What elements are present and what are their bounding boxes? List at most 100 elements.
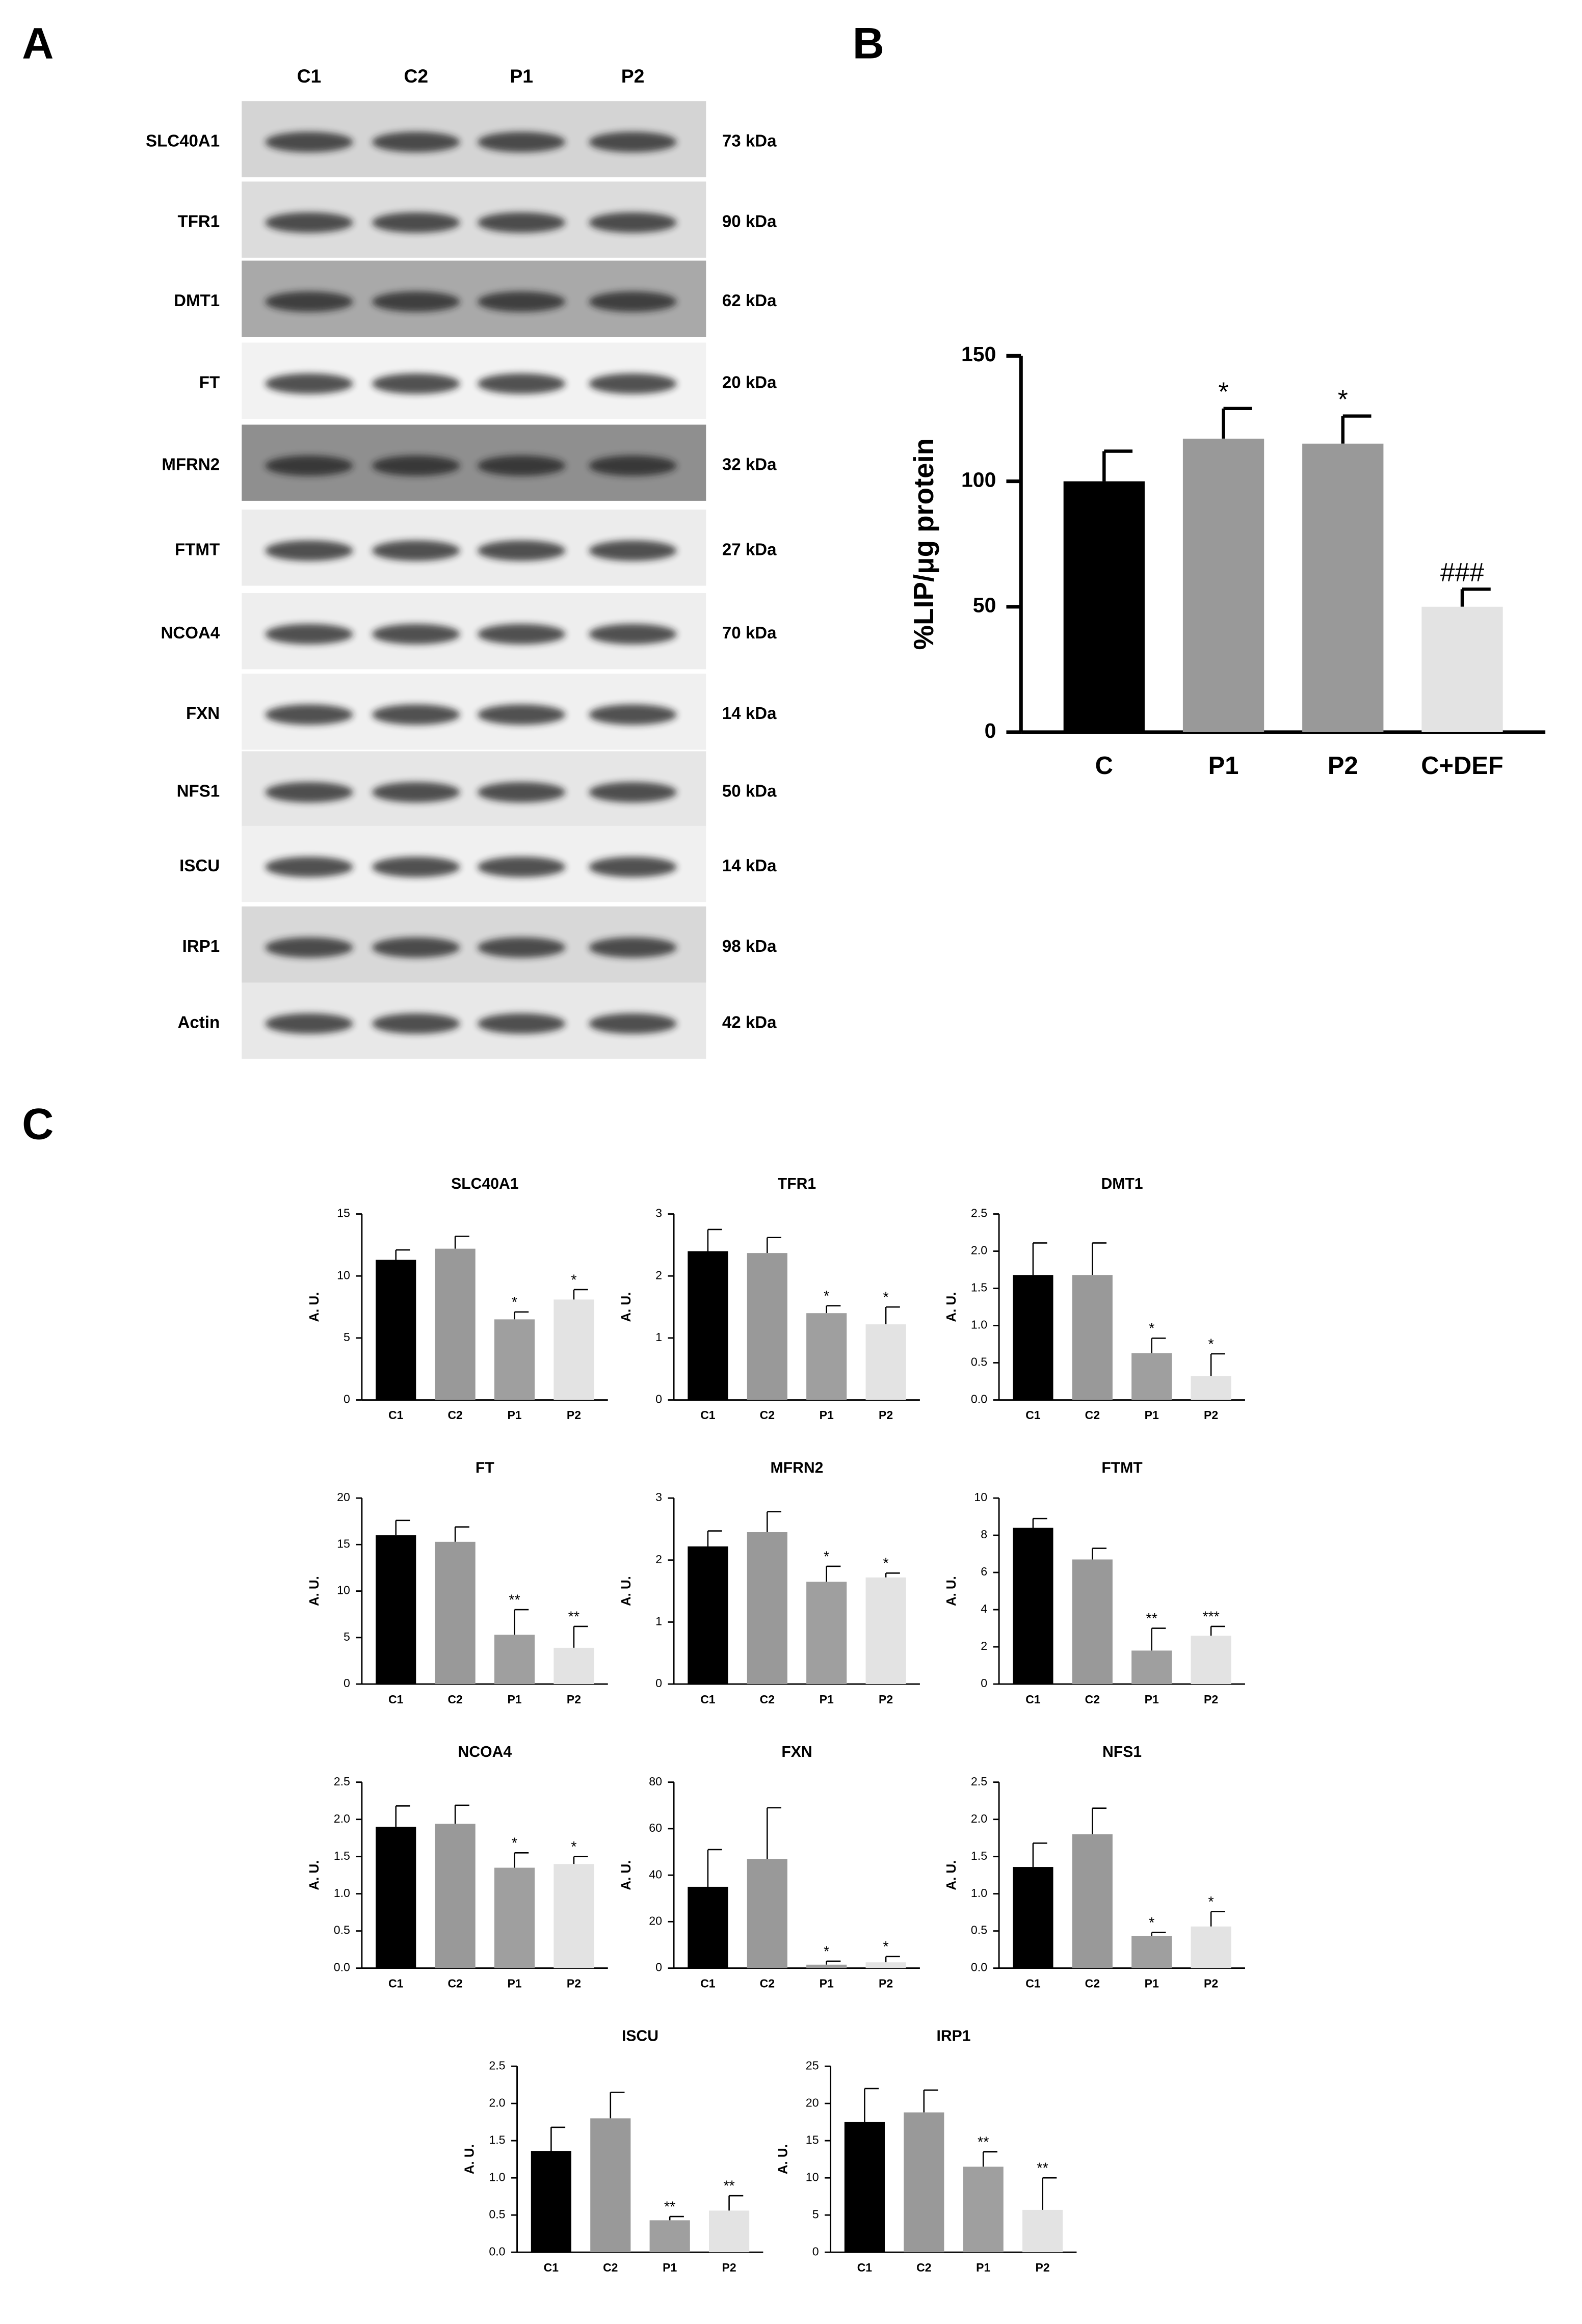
lane-label: P2 <box>621 65 645 87</box>
y-tick-label: 3 <box>655 1490 662 1504</box>
y-tick-label: 100 <box>961 468 996 491</box>
x-tick-label: C1 <box>1025 1976 1041 1990</box>
blot-band <box>265 131 353 152</box>
y-axis-label: A. U. <box>619 1860 634 1890</box>
annotation: * <box>883 1939 888 1955</box>
bar <box>844 2122 885 2253</box>
y-tick-label: 8 <box>981 1528 987 1541</box>
bar <box>1191 1376 1231 1400</box>
y-tick-label: 5 <box>812 2207 819 2221</box>
x-tick-label: P1 <box>1145 1693 1159 1706</box>
bar <box>494 1319 535 1400</box>
x-tick-label: C <box>1095 752 1113 780</box>
bar <box>806 1582 847 1685</box>
panel-label: B <box>853 19 884 68</box>
blot-band <box>589 291 677 312</box>
y-tick-label: 4 <box>981 1602 987 1615</box>
blot-band <box>265 373 353 394</box>
bar <box>747 1859 787 1968</box>
x-tick-label: C1 <box>700 1408 716 1422</box>
annotation: *** <box>1202 1609 1220 1625</box>
y-axis-label: A. U. <box>462 2144 477 2174</box>
annotation: ** <box>1037 2160 1048 2177</box>
blot-band <box>372 540 460 561</box>
annotation: ### <box>1440 557 1485 587</box>
blot-band <box>265 857 353 877</box>
bar <box>1013 1275 1053 1400</box>
chart-title: NFS1 <box>1102 1744 1142 1760</box>
x-tick-label: P1 <box>1208 752 1239 780</box>
size-label: 27 kDa <box>722 540 777 559</box>
y-tick-label: 1.0 <box>334 1886 350 1900</box>
panel-label: C <box>22 1100 54 1149</box>
protein-label: DMT1 <box>174 291 220 310</box>
y-tick-label: 15 <box>337 1207 350 1220</box>
lane-label: C2 <box>404 65 428 87</box>
protein-label: IRP1 <box>182 937 220 956</box>
annotation: * <box>824 1943 829 1960</box>
bar <box>865 1324 906 1400</box>
x-tick-label: P1 <box>976 2261 990 2274</box>
y-tick-label: 0 <box>344 1676 350 1690</box>
bar <box>1022 2209 1063 2253</box>
blot-band <box>589 857 677 877</box>
x-tick-label: C2 <box>447 1693 462 1706</box>
annotation: * <box>824 1288 829 1304</box>
annotation: * <box>571 1272 576 1288</box>
annotation: ** <box>1146 1611 1157 1627</box>
y-tick-label: 40 <box>649 1867 662 1881</box>
bar <box>747 1532 787 1685</box>
x-tick-label: C1 <box>544 2261 559 2274</box>
blot-band <box>477 704 566 725</box>
bar <box>376 1260 416 1400</box>
y-tick-label: 15 <box>806 2133 819 2146</box>
y-tick-label: 0.0 <box>971 1393 987 1406</box>
chart-title: FT <box>476 1460 494 1477</box>
blot-band <box>589 131 677 152</box>
x-tick-label: P1 <box>507 1693 521 1706</box>
x-tick-label: C2 <box>1085 1976 1100 1990</box>
y-axis-label: A. U. <box>944 1576 959 1606</box>
size-label: 62 kDa <box>722 291 777 310</box>
protein-label: NFS1 <box>177 782 220 801</box>
bar <box>1072 1834 1113 1968</box>
annotation: ** <box>664 2199 675 2215</box>
x-tick-label: C1 <box>700 1976 716 1990</box>
x-tick-label: P2 <box>1204 1693 1218 1706</box>
blot-band <box>477 624 566 645</box>
x-tick-label: P1 <box>820 1976 834 1990</box>
bar <box>806 1313 847 1400</box>
y-tick-label: 1.5 <box>489 2133 505 2146</box>
blot-band <box>589 782 677 803</box>
x-tick-label: P1 <box>820 1408 834 1422</box>
y-tick-label: 5 <box>344 1630 350 1643</box>
bar <box>435 1248 476 1400</box>
y-tick-label: 0.5 <box>334 1924 350 1937</box>
annotation: * <box>512 1835 517 1852</box>
annotation: ** <box>568 1609 579 1625</box>
x-tick-label: P1 <box>1145 1976 1159 1990</box>
y-tick-label: 2 <box>981 1639 987 1652</box>
x-tick-label: C2 <box>760 1976 775 1990</box>
blot-band <box>372 373 460 394</box>
blot-band <box>265 291 353 312</box>
blot-band <box>589 1013 677 1034</box>
bar <box>531 2151 571 2253</box>
blot-band <box>265 937 353 958</box>
panel-label: A <box>22 19 54 68</box>
bar <box>1131 1936 1172 1968</box>
bar <box>435 1541 476 1685</box>
x-tick-label: P2 <box>1204 1976 1218 1990</box>
blot-band <box>372 937 460 958</box>
blot-band <box>372 1013 460 1034</box>
y-tick-label: 0.0 <box>489 2245 505 2258</box>
blot-band <box>265 1013 353 1034</box>
x-tick-label: C2 <box>1085 1693 1100 1706</box>
blot-band <box>477 937 566 958</box>
blot-band <box>477 373 566 394</box>
blot-band <box>477 212 566 233</box>
y-tick-label: 1.5 <box>971 1281 987 1294</box>
